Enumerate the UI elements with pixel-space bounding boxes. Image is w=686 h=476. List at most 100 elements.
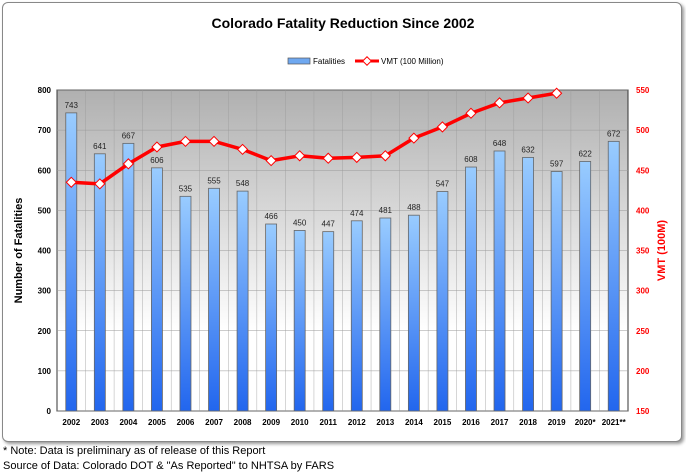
legend-fatalities-swatch	[287, 57, 311, 65]
bar-data-label: 488	[407, 203, 421, 212]
right-axis-tick-label: 200	[636, 367, 650, 376]
bar-data-label: 481	[379, 206, 393, 215]
right-axis-tick-label: 400	[636, 206, 650, 215]
legend-vmt-marker	[362, 56, 372, 66]
vmt-point-2014	[408, 132, 420, 144]
bar-data-label: 606	[150, 156, 164, 165]
x-axis-tick-label: 2002	[62, 418, 80, 427]
right-axis-tick-label: 500	[636, 126, 650, 135]
bar-fatalities-2014	[407, 214, 420, 412]
vmt-point-2007	[208, 135, 220, 148]
x-axis-tick-label: 2003	[91, 418, 109, 427]
vmt-point-2008	[236, 143, 249, 156]
x-axis-tick-label: 2015	[434, 418, 452, 427]
bar-data-label: 466	[264, 212, 278, 221]
vmt-point-2002	[65, 176, 77, 188]
x-axis-tick-label: 2005	[148, 418, 166, 427]
bar-data-label: 641	[93, 142, 107, 151]
bar-data-label: 535	[179, 184, 193, 193]
vmt-point-2003	[94, 178, 106, 190]
bar-data-label: 743	[65, 101, 79, 110]
vmt-point-2013	[379, 150, 391, 162]
right-axis-tick-label: 350	[636, 247, 650, 256]
left-axis-tick-label: 200	[38, 327, 52, 336]
x-axis-tick-label: 2012	[348, 418, 366, 427]
right-axis-tick-label: 250	[636, 327, 650, 336]
vmt-point-2004	[122, 158, 135, 170]
bar-data-label: 597	[550, 159, 564, 168]
chart-svg: Colorado Fatality Reduction Since 2002 Fa…	[13, 15, 668, 427]
x-axis-tick-label: 2021**	[602, 418, 627, 427]
x-axis-tick-label: 2007	[205, 418, 223, 427]
bar-fatalities-2018	[522, 157, 534, 412]
left-axis-tick-label: 500	[38, 206, 52, 215]
x-axis-tick-label: 2016	[462, 418, 480, 427]
x-axis-tick-label: 2011	[320, 418, 338, 427]
vmt-point-2018	[522, 92, 534, 104]
left-axis-tick-label: 0	[47, 407, 52, 416]
bar-data-label: 632	[521, 145, 535, 154]
bar-fatalities-2020*	[579, 161, 592, 412]
note-preliminary: * Note: Data is preliminary as of releas…	[3, 445, 266, 457]
vmt-point-2006	[179, 135, 192, 148]
bar-fatalities-2008	[236, 190, 249, 412]
bar-fatalities-2021**	[607, 140, 620, 412]
bar-fatalities-2007	[208, 187, 220, 412]
bar-fatalities-2003	[93, 153, 106, 412]
vmt-point-2011	[322, 152, 334, 164]
bar-data-label: 648	[493, 139, 507, 148]
x-axis-tick-label: 2004	[119, 418, 137, 427]
left-axis-tick-label: 700	[38, 126, 52, 135]
bar-data-label: 447	[322, 220, 336, 229]
x-axis-tick-label: 2008	[234, 418, 252, 427]
vmt-point-2016	[465, 107, 477, 119]
bar-data-label: 547	[436, 180, 450, 189]
vmt-point-2017	[493, 97, 506, 109]
right-axis-tick-label: 150	[636, 407, 650, 416]
note-source: Source of Data: Colorado DOT & "As Repor…	[3, 460, 335, 472]
legend-fatalities-label: Fatalities	[313, 57, 345, 66]
left-axis-tick-label: 400	[38, 247, 52, 256]
bar-data-label: 548	[236, 179, 250, 188]
vmt-point-2010	[294, 150, 306, 162]
left-axis-tick-label: 100	[38, 367, 52, 376]
x-axis-tick-label: 2017	[491, 418, 509, 427]
bar-fatalities-2002	[65, 112, 78, 412]
right-axis-tick-label: 300	[636, 287, 650, 296]
x-axis-tick-label: 2013	[376, 418, 394, 427]
x-axis-tick-label: 2009	[262, 418, 280, 427]
bar-fatalities-2006	[179, 195, 192, 412]
x-axis-tick-label: 2014	[405, 418, 423, 427]
x-axis-tick-label: 2010	[291, 418, 309, 427]
vmt-line	[71, 91, 557, 186]
vmt-point-2015	[436, 121, 449, 133]
right-axis-label: VMT (100M)	[656, 220, 668, 281]
legend-vmt-label: VMT (100 Million)	[381, 57, 444, 66]
vmt-point-2005	[151, 141, 163, 153]
bar-fatalities-2009	[265, 223, 278, 412]
bar-data-label: 667	[122, 131, 136, 140]
bar-fatalities-2004	[122, 142, 135, 412]
bar-data-label: 622	[578, 149, 592, 158]
x-axis-tick-label: 2006	[177, 418, 195, 427]
left-axis-tick-label: 800	[38, 86, 52, 95]
bar-data-label: 608	[464, 155, 478, 164]
bar-fatalities-2017	[493, 150, 506, 412]
left-axis-label: Number of Fatalities	[13, 198, 25, 304]
bar-fatalities-2013	[379, 217, 392, 412]
bar-data-label: 474	[350, 209, 364, 218]
vmt-point-2019	[550, 87, 563, 99]
bar-fatalities-2010	[293, 230, 306, 412]
x-axis-tick-label: 2020*	[575, 418, 597, 427]
x-axis-tick-label: 2019	[548, 418, 566, 427]
bar-fatalities-2011	[322, 231, 335, 412]
bar-fatalities-2019	[550, 171, 563, 412]
right-axis-tick-label: 550	[636, 86, 650, 95]
chart-title: Colorado Fatality Reduction Since 2002	[212, 15, 475, 31]
bar-fatalities-2005	[151, 167, 163, 412]
right-axis-tick-label: 450	[636, 166, 650, 175]
bar-fatalities-2015	[436, 191, 449, 412]
bar-data-label: 450	[293, 218, 307, 227]
x-axis-tick-label: 2018	[519, 418, 537, 427]
